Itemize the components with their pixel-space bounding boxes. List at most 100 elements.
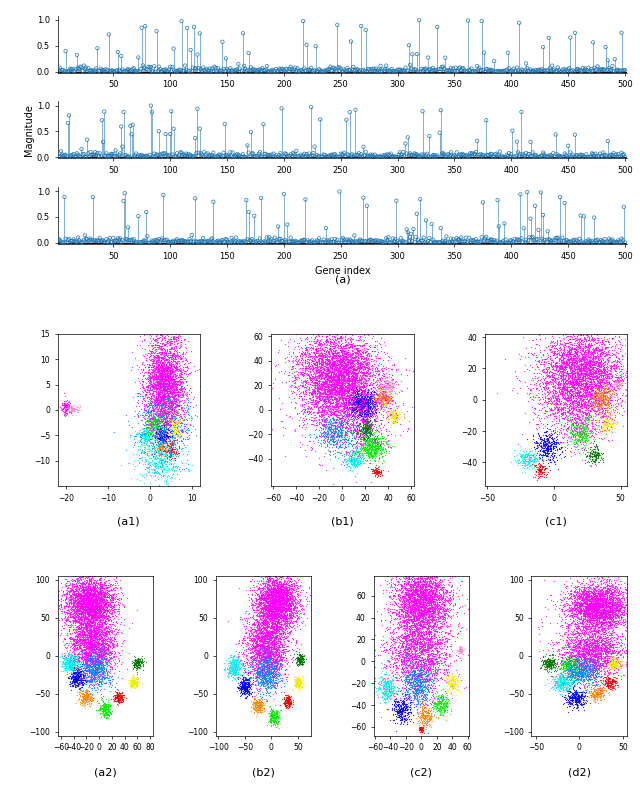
Point [606,617,616,630]
Point [152,398,163,411]
Point [577,660,588,673]
Point [588,604,598,616]
Point [138,437,148,449]
Point [607,657,618,670]
Point [339,368,349,380]
Point [364,442,374,455]
Point [600,606,610,619]
Point [416,596,426,608]
Point [175,394,185,407]
Point [440,694,451,706]
Point [613,604,623,616]
Point [579,426,589,439]
Point [264,661,274,674]
Point [374,677,385,690]
Point [342,367,352,380]
Point [371,431,381,444]
Point [582,412,592,425]
Point [72,641,82,653]
Point [429,570,440,583]
Point [57,397,67,410]
Point [271,668,282,680]
Point [323,394,333,407]
Point [428,592,438,605]
Point [568,669,579,682]
Point [241,678,251,691]
Point [357,415,367,428]
Point [348,370,358,383]
Point [249,618,259,630]
Point [603,604,613,616]
Point [74,602,84,615]
Point [79,672,90,684]
Point [179,377,189,390]
Point [134,149,145,161]
Point [242,680,252,693]
Point [424,589,435,601]
Point [433,646,443,659]
Point [605,600,615,612]
Point [252,622,262,634]
Point [84,593,95,606]
Point [337,378,347,391]
Point [195,430,205,443]
Point [351,460,362,472]
Point [339,351,349,364]
Point [387,641,397,653]
Point [153,467,163,479]
Point [93,658,104,671]
Point [266,585,276,598]
Point [108,582,118,595]
Point [76,597,86,610]
Point [70,595,81,607]
Point [456,642,467,655]
Point [147,463,157,475]
Point [551,417,561,430]
Point [531,441,541,454]
Point [76,603,86,615]
Point [335,379,345,392]
Point [433,697,444,710]
Point [156,438,166,451]
Point [90,628,100,641]
Point [619,605,629,618]
Point [294,346,305,359]
Point [87,604,97,616]
Point [177,403,187,416]
Point [605,350,616,363]
Point [163,373,173,385]
Point [265,591,275,604]
Point [496,150,506,163]
Point [390,641,400,653]
Point [89,638,99,651]
Point [366,442,376,455]
Point [74,664,84,676]
Point [404,611,414,623]
Point [612,656,622,668]
Point [613,681,623,694]
Point [581,596,591,608]
Point [260,674,271,687]
Point [280,611,290,624]
Point [540,653,550,666]
Point [172,377,182,390]
Point [358,439,368,452]
Point [372,434,382,447]
Point [390,413,400,426]
Point [74,665,84,678]
Point [153,419,163,432]
Point [148,372,159,384]
Point [556,657,566,670]
Point [238,683,248,695]
Point [82,604,92,616]
Point [401,576,412,589]
Point [77,562,88,575]
Point [548,424,558,437]
Point [392,660,402,673]
Point [580,648,590,660]
Point [580,427,590,440]
Point [605,365,615,377]
Point [566,687,577,700]
Point [575,365,585,378]
Point [540,654,550,667]
